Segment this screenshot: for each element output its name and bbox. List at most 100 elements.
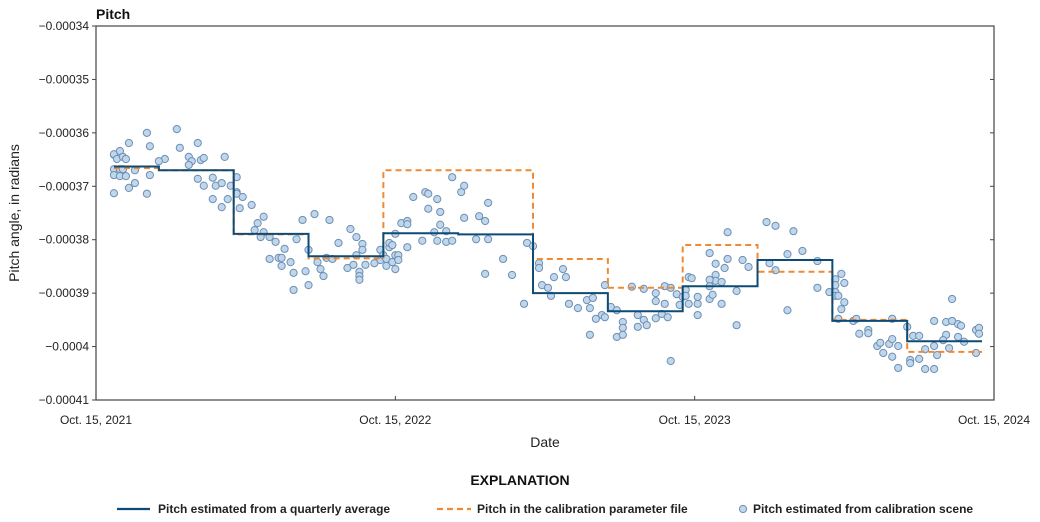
scene-point <box>588 293 597 303</box>
scene-point <box>334 238 343 248</box>
scene-point <box>352 232 361 242</box>
step-lines <box>113 165 983 353</box>
y-tick-label: −0.00035 <box>39 72 90 86</box>
y-tick-label: −0.00037 <box>39 179 90 193</box>
scene-point <box>199 153 208 163</box>
scene-point <box>481 269 490 279</box>
scene-point <box>507 270 517 280</box>
scene-point <box>472 235 481 244</box>
scene-point <box>457 188 466 197</box>
scene-point <box>519 299 529 308</box>
scene-point <box>391 265 400 274</box>
scene-point <box>708 290 717 299</box>
legend-label-quarterly: Pitch estimated from a quarterly average <box>158 502 390 516</box>
scene-point <box>744 262 753 272</box>
scene-point <box>184 160 193 170</box>
scene-point <box>388 240 397 250</box>
scene-point <box>945 344 954 353</box>
scene-point <box>906 359 915 368</box>
scene-point <box>313 258 322 267</box>
scene-point <box>573 304 583 313</box>
scene-point <box>289 285 298 295</box>
scene-point <box>717 299 726 308</box>
scene-point <box>974 329 984 338</box>
scene-point <box>430 228 439 237</box>
scene-point <box>837 269 846 279</box>
scene-point <box>418 236 427 245</box>
scene-point <box>971 348 981 358</box>
y-tick-label: −0.00038 <box>39 233 90 247</box>
scene-point <box>633 322 642 331</box>
scene-point <box>259 212 268 221</box>
scene-point <box>325 215 334 225</box>
scene-point <box>460 181 469 190</box>
scene-point <box>280 244 289 253</box>
scene-point <box>720 263 729 273</box>
scene-point <box>484 198 493 207</box>
scene-point <box>783 306 792 315</box>
legend-item-quarterly: Pitch estimated from a quarterly average <box>117 502 390 516</box>
scene-point <box>145 142 154 151</box>
scene-point <box>585 304 595 313</box>
scene-point <box>238 192 247 202</box>
scene-point <box>840 298 849 307</box>
scene-point <box>705 248 714 258</box>
scene-point <box>558 265 568 274</box>
scene-point <box>403 220 412 229</box>
scene-point <box>286 258 295 267</box>
scene-point <box>277 261 286 270</box>
scene-point <box>217 178 226 188</box>
scene-point <box>208 173 217 182</box>
scene-point <box>693 292 702 301</box>
scene-point <box>319 271 328 281</box>
scene-point <box>915 354 924 363</box>
scene-point <box>349 260 358 269</box>
scene-point <box>124 138 134 148</box>
scene-point <box>864 329 873 338</box>
scene-point <box>663 313 672 322</box>
scene-point <box>732 286 741 296</box>
quarterly-average-step-line <box>113 165 983 343</box>
scene-point <box>888 334 897 344</box>
y-tick-label: −0.00036 <box>39 126 90 140</box>
scene-point <box>436 220 445 229</box>
scene-point <box>651 297 660 306</box>
scene-point <box>837 305 846 314</box>
x-tick-label: Oct. 15, 2021 <box>60 413 132 427</box>
scene-point <box>543 283 553 292</box>
y-axis-ticks: −0.00034 −0.00035 −0.00036 −0.00037 −0.00038… <box>39 19 994 407</box>
x-tick-label: Oct. 15, 2023 <box>659 413 731 427</box>
legend-label-calibration-scene: Pitch estimated from calibration scene <box>753 502 973 516</box>
scene-point <box>121 172 131 181</box>
legend-item-calibration-scene: Pitch estimated from calibration scene <box>738 502 973 516</box>
scene-point <box>172 125 181 134</box>
scene-point <box>193 174 202 183</box>
scene-point <box>711 259 720 268</box>
scene-point <box>894 363 903 373</box>
scene-point <box>879 348 888 358</box>
scene-point <box>564 299 574 308</box>
scene-point <box>250 225 259 235</box>
scene-point <box>424 189 433 198</box>
scene-point <box>956 321 966 330</box>
x-tick-label: Oct. 15, 2022 <box>359 413 431 427</box>
scene-point <box>834 291 843 300</box>
scene-point <box>618 323 627 332</box>
scene-point <box>301 267 310 276</box>
scene-point <box>612 306 621 315</box>
scene-point <box>277 253 286 262</box>
scene-point <box>930 316 939 326</box>
scene-point <box>687 274 696 283</box>
scene-point <box>717 277 726 287</box>
y-tick-label: −0.00041 <box>39 393 90 407</box>
scene-point <box>651 314 660 323</box>
scene-point <box>271 237 280 246</box>
scene-point <box>475 212 484 221</box>
scene-point <box>651 289 660 298</box>
scene-point <box>585 330 595 339</box>
scene-point <box>292 235 301 244</box>
scene-point <box>534 263 544 273</box>
y-axis-label: Pitch angle, in radians <box>6 144 22 282</box>
scene-point <box>813 256 822 266</box>
scene-point <box>304 281 313 290</box>
